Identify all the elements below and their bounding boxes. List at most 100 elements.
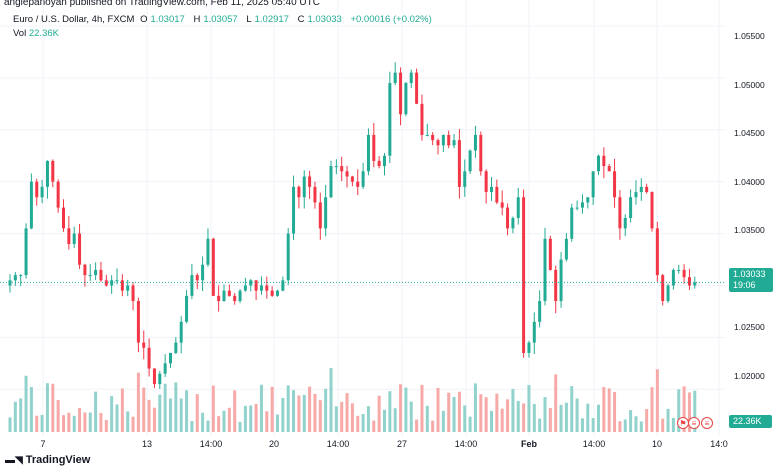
candle-body: [158, 373, 162, 385]
volume-bar: [45, 383, 49, 432]
volume-bar: [94, 391, 98, 432]
candle-body: [329, 166, 333, 198]
volume-bar: [383, 409, 386, 432]
volume-bar: [415, 419, 419, 432]
candle-body: [270, 290, 274, 296]
volume-bar: [693, 390, 697, 432]
volume-bar: [99, 413, 103, 432]
volume-bar: [597, 404, 600, 432]
candle-body: [532, 321, 536, 343]
volume-bar: [350, 403, 354, 432]
volume-bars: [8, 368, 697, 432]
candle-body: [420, 103, 424, 135]
bar-countdown: 19:06: [733, 280, 756, 290]
price-tick: 1.02000: [734, 371, 765, 381]
candle-body: [629, 197, 633, 218]
candle-body: [265, 285, 269, 291]
us-flag-icon[interactable]: ≡: [701, 417, 713, 429]
candle-body: [527, 342, 531, 353]
volume-bar: [554, 374, 558, 432]
candle-body: [131, 285, 135, 302]
candle-body: [308, 176, 312, 187]
volume-bar: [404, 387, 408, 432]
volume-bar: [516, 400, 520, 432]
volume-bar: [452, 396, 456, 432]
candle-body: [447, 134, 451, 146]
volume-bar: [447, 392, 451, 432]
volume-bar: [575, 398, 579, 432]
candle-body: [19, 275, 23, 277]
candle-body: [602, 155, 606, 167]
price-chart[interactable]: [0, 0, 725, 436]
price-axis[interactable]: 1.05500 1.05000 1.04500 1.04000 1.03500 …: [725, 0, 780, 440]
candle-body: [436, 140, 440, 146]
close-value: C 1.03033: [297, 14, 342, 25]
candle-body: [206, 238, 210, 265]
volume-bar: [142, 387, 146, 432]
volume-bar: [548, 407, 552, 432]
candle-body: [51, 160, 55, 182]
volume-bar: [334, 406, 338, 432]
candle-body: [425, 134, 429, 136]
candle-body: [227, 290, 231, 296]
volume-bar: [8, 417, 12, 432]
candle-body: [350, 176, 354, 182]
publisher-info: angiepanoyan published on TradingView.co…: [4, 0, 320, 8]
candle-body: [484, 171, 488, 193]
time-axis[interactable]: 7 13 14:00 20 14:00 27 14:00 Feb 14:00 1…: [0, 436, 728, 452]
volume-bar: [457, 391, 461, 432]
volume-bar: [591, 418, 595, 432]
volume-bar: [126, 411, 130, 432]
volume-bar: [147, 399, 151, 432]
tradingview-logo: ▬◥ TradingView: [5, 454, 91, 466]
volume-bar: [286, 385, 290, 432]
candle-body: [126, 285, 130, 291]
volume-bar: [40, 414, 44, 432]
volume-bar: [564, 402, 568, 432]
candle-body: [634, 192, 638, 198]
volume-bar: [388, 391, 392, 432]
volume-bar: [682, 386, 686, 432]
volume-bar: [580, 418, 584, 432]
volume-bar: [671, 417, 675, 432]
us-flag-icon[interactable]: ≡: [688, 417, 700, 429]
volume-bar: [409, 401, 413, 432]
volume-bar: [377, 395, 381, 432]
candle-body: [324, 197, 328, 229]
candle-body: [516, 197, 520, 218]
time-tick: 14:00: [582, 439, 606, 449]
candle-body: [554, 269, 558, 302]
volume-bar: [532, 404, 536, 432]
volume-bar: [158, 394, 162, 432]
candle-body: [468, 150, 472, 172]
candle-body: [661, 275, 665, 302]
volume-bar: [318, 400, 322, 432]
volume-bar: [297, 395, 301, 432]
volume-bar: [110, 396, 114, 432]
last-price-label: 1.03033 19:06: [729, 268, 773, 292]
volume-bar: [131, 416, 135, 432]
volume-bar: [104, 420, 108, 432]
candle-body: [169, 352, 172, 364]
candle-body: [78, 233, 82, 265]
volume-bar: [201, 412, 205, 432]
candle-body: [452, 140, 456, 146]
volume-bar: [281, 397, 285, 432]
candle-body: [243, 285, 247, 291]
volume-bar: [329, 368, 333, 432]
candle-body: [254, 280, 258, 291]
candle-body: [543, 238, 547, 302]
volume-bar: [222, 410, 226, 432]
time-tick: 14:0: [710, 439, 728, 449]
candle-body: [40, 186, 44, 198]
candle-body: [142, 342, 146, 348]
candle-body: [623, 218, 627, 229]
candle-body: [613, 171, 617, 198]
volume-bar: [259, 384, 263, 432]
candle-body: [195, 275, 199, 281]
volume-bar: [372, 420, 376, 432]
candle-body: [259, 285, 263, 291]
candle-body: [473, 134, 477, 151]
candle-body: [441, 134, 445, 146]
candle-body: [409, 72, 413, 84]
